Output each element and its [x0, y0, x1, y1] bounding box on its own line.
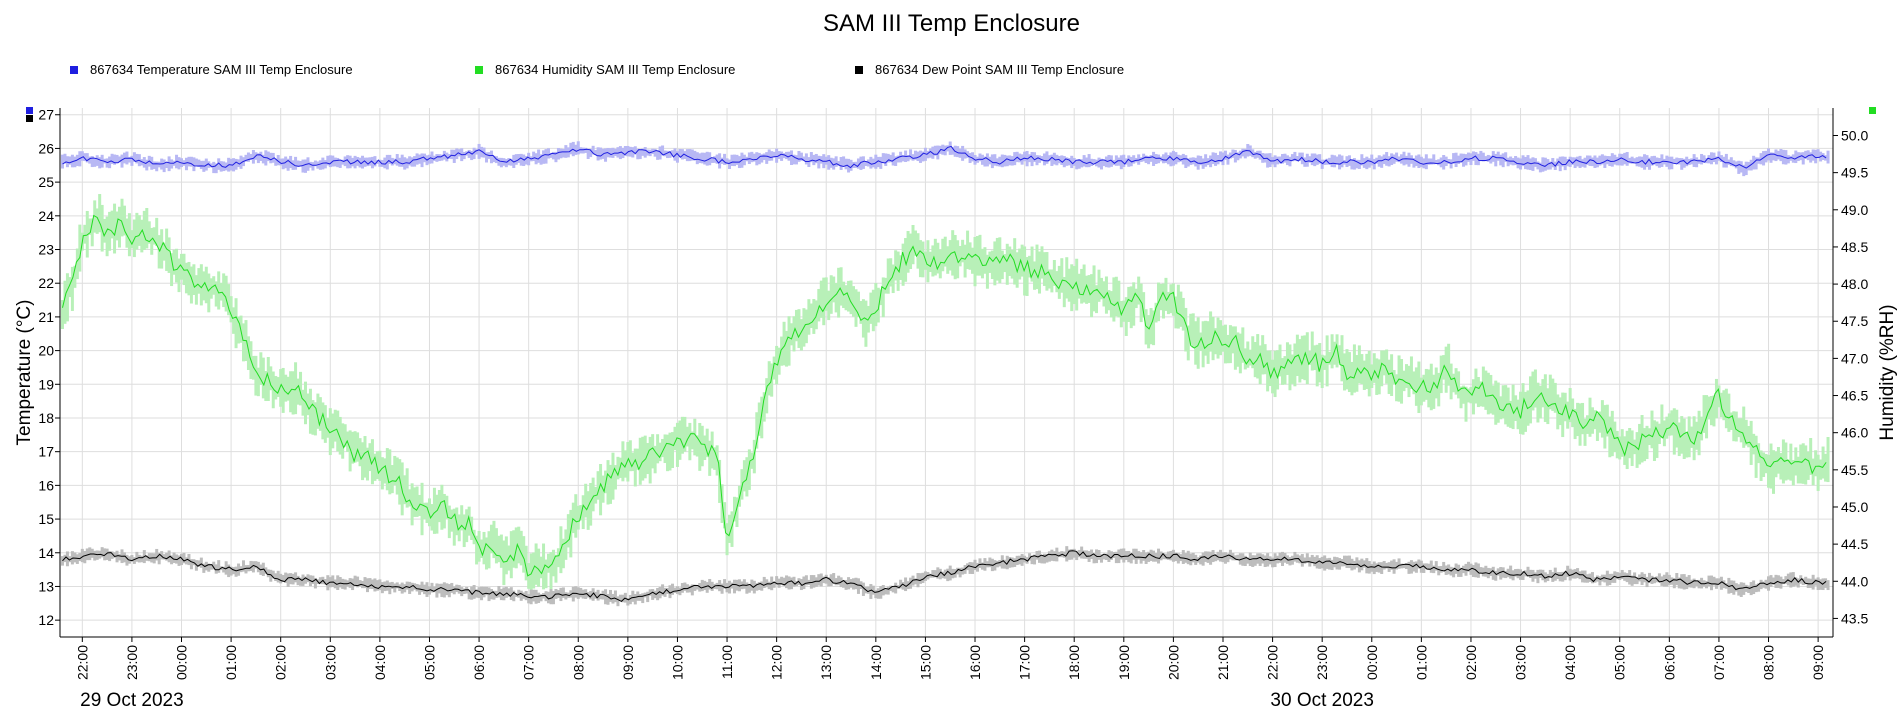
x-tick-label: 07:00	[521, 645, 537, 680]
chart-legend: 867634 Temperature SAM III Temp Enclosur…	[0, 62, 1903, 82]
x-tick-label: 13:00	[818, 645, 834, 680]
legend-swatch-humidity	[475, 65, 483, 74]
y2-tick-label: 48.5	[1841, 239, 1868, 255]
axis-marker-temperature	[26, 107, 33, 114]
x-tick-label: 20:00	[1165, 645, 1181, 680]
x-tick-label: 06:00	[471, 645, 487, 680]
y-tick-label: 13	[38, 578, 54, 594]
x-tick-label: 00:00	[174, 645, 190, 680]
x-tick-label: 21:00	[1215, 645, 1231, 680]
y-tick-label: 14	[38, 545, 54, 561]
y-tick-label: 23	[38, 242, 54, 258]
legend-item-dew-point[interactable]: 867634 Dew Point SAM III Temp Enclosure	[855, 62, 1124, 77]
y2-tick-label: 48.0	[1841, 276, 1868, 292]
x-tick-label: 00:00	[1364, 645, 1380, 680]
y2-tick-label: 45.0	[1841, 499, 1868, 515]
line-layer	[62, 145, 1827, 603]
chart-title: SAM III Temp Enclosure	[823, 10, 1080, 37]
y-tick-label: 19	[38, 376, 54, 392]
x-tick-label: 10:00	[669, 645, 685, 680]
grid-layer	[60, 108, 1833, 637]
y2-tick-label: 49.5	[1841, 165, 1868, 181]
x-tick-label: 18:00	[1066, 645, 1082, 680]
date-label: 30 Oct 2023	[1270, 690, 1374, 711]
axis-marker-dew-point	[26, 115, 33, 122]
y-tick-label: 18	[38, 410, 54, 426]
x-tick-label: 02:00	[273, 645, 289, 680]
legend-item-temperature[interactable]: 867634 Temperature SAM III Temp Enclosur…	[70, 62, 353, 77]
x-tick-label: 08:00	[570, 645, 586, 680]
x-tick-label: 04:00	[372, 645, 388, 680]
y2-tick-label: 46.5	[1841, 388, 1868, 404]
legend-label-humidity: 867634 Humidity SAM III Temp Enclosure	[495, 62, 736, 77]
series-line-dew-point	[62, 550, 1827, 603]
band-layer	[60, 141, 1830, 607]
x-tick-label: 05:00	[421, 645, 437, 680]
legend-label-temperature: 867634 Temperature SAM III Temp Enclosur…	[90, 62, 353, 77]
x-tick-label: 04:00	[1562, 645, 1578, 680]
x-tick-label: 03:00	[322, 645, 338, 680]
x-tick-label: 02:00	[1463, 645, 1479, 680]
x-tick-label: 01:00	[1413, 645, 1429, 680]
y-tick-label: 16	[38, 477, 54, 493]
y-tick-label: 12	[38, 612, 54, 628]
x-tick-label: 15:00	[917, 645, 933, 680]
y-tick-label: 17	[38, 444, 54, 460]
x-tick-label: 09:00	[1810, 645, 1826, 680]
y-tick-label: 24	[38, 208, 54, 224]
legend-swatch-dew-point	[855, 65, 863, 74]
x-tick-label: 23:00	[124, 645, 140, 680]
y2-tick-label: 44.5	[1841, 536, 1868, 552]
y-tick-label: 21	[38, 309, 54, 325]
x-tick-label: 14:00	[868, 645, 884, 680]
axis-layer: 12 13 14 15 16 17 18 19 20 21 22 23 24 25 26 27 43.5 44.0…	[14, 107, 1898, 711]
y-tick-label: 15	[38, 511, 54, 527]
y2-tick-label: 50.0	[1841, 127, 1868, 143]
y-tick-label: 25	[38, 174, 54, 190]
y2-axis-title: Humidity (%RH)	[1877, 304, 1898, 440]
x-tick-label: 08:00	[1761, 645, 1777, 680]
series-line-temperature	[62, 145, 1827, 169]
axis-marker-humidity	[1869, 107, 1876, 114]
y-tick-label: 20	[38, 343, 54, 359]
x-tick-label: 05:00	[1612, 645, 1628, 680]
x-tick-label: 09:00	[620, 645, 636, 680]
x-tick-label: 01:00	[223, 645, 239, 680]
x-tick-label: 19:00	[1116, 645, 1132, 680]
x-tick-label: 06:00	[1661, 645, 1677, 680]
x-tick-label: 03:00	[1513, 645, 1529, 680]
x-tick-label: 22:00	[1265, 645, 1281, 680]
y-axis-title: Temperature (°C)	[14, 300, 35, 446]
date-label: 29 Oct 2023	[80, 690, 184, 711]
x-tick-label: 17:00	[1017, 645, 1033, 680]
x-tick-label: 22:00	[74, 645, 90, 680]
legend-label-dew-point: 867634 Dew Point SAM III Temp Enclosure	[875, 62, 1125, 77]
y2-tick-label: 44.0	[1841, 573, 1868, 589]
x-tick-label: 23:00	[1314, 645, 1330, 680]
y2-tick-label: 46.0	[1841, 425, 1868, 441]
y2-tick-label: 45.5	[1841, 462, 1868, 478]
x-tick-label: 12:00	[769, 645, 785, 680]
legend-item-humidity[interactable]: 867634 Humidity SAM III Temp Enclosure	[475, 62, 735, 77]
y2-tick-label: 43.5	[1841, 610, 1868, 626]
y-tick-label: 27	[38, 107, 54, 123]
y-tick-label: 22	[38, 275, 54, 291]
x-tick-label: 07:00	[1711, 645, 1727, 680]
y2-tick-label: 47.5	[1841, 313, 1868, 329]
x-tick-label: 16:00	[967, 645, 983, 680]
y-tick-label: 26	[38, 140, 54, 156]
y2-tick-label: 47.0	[1841, 350, 1868, 366]
y2-tick-label: 49.0	[1841, 202, 1868, 218]
legend-swatch-temperature	[70, 65, 78, 74]
x-tick-label: 11:00	[719, 645, 735, 679]
series-line-humidity	[62, 214, 1827, 577]
